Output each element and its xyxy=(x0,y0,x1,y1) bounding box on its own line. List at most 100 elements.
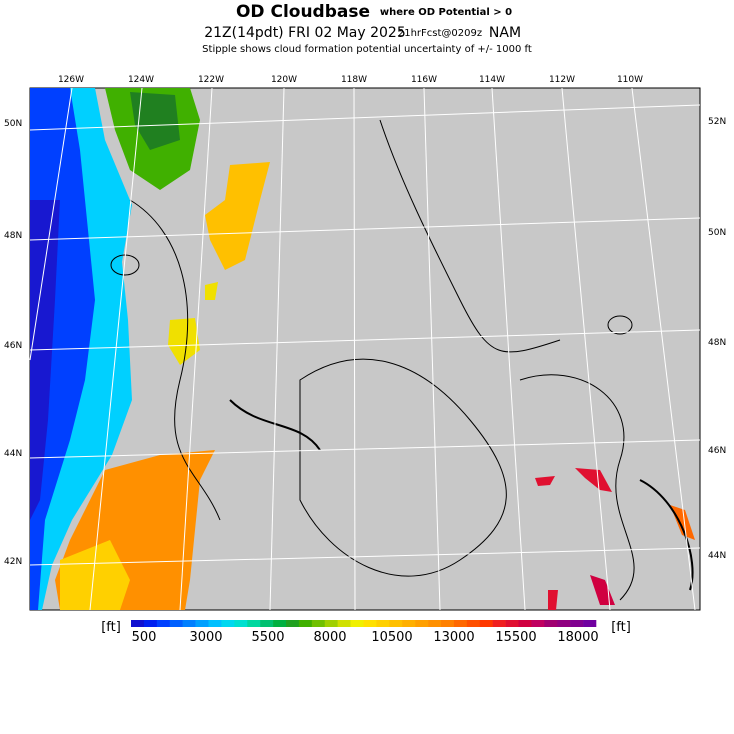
colorbar-unit: [ft] xyxy=(101,620,121,635)
contour xyxy=(639,479,694,591)
yellow-zone xyxy=(205,162,270,270)
colorbar-label: 15500 xyxy=(495,630,536,645)
yellow-spot xyxy=(168,318,200,365)
latitude-label: 42N xyxy=(4,557,22,567)
colorbar-swatch xyxy=(234,620,248,627)
colorbar-swatch xyxy=(298,620,313,627)
colorbar-unit: [ft] xyxy=(611,620,631,635)
colorbar-swatch xyxy=(492,620,506,627)
colorbar-swatch xyxy=(324,620,338,627)
model: NAM xyxy=(489,25,521,41)
colorbar-swatch xyxy=(557,620,571,627)
grid-line xyxy=(29,329,701,351)
grid-line xyxy=(561,87,611,611)
ocean-deep xyxy=(30,200,60,520)
title: OD Cloudbase xyxy=(236,2,370,22)
colorbar-label: 8000 xyxy=(313,630,346,645)
grid-line xyxy=(29,217,701,241)
grid-line xyxy=(631,87,696,611)
subtitle: Stipple shows cloud formation potential … xyxy=(202,44,532,55)
colorbar-swatch xyxy=(402,620,416,627)
colorbar-swatch xyxy=(441,620,455,627)
grid-line xyxy=(29,439,701,459)
colorbar-swatch xyxy=(363,620,377,627)
grid-line xyxy=(353,87,356,611)
contour xyxy=(607,315,633,335)
grid-line xyxy=(269,87,285,611)
colorbar-swatch xyxy=(143,620,158,627)
longitude-label: 116W xyxy=(411,75,437,85)
yellow-zone-south xyxy=(60,540,130,610)
contour xyxy=(299,358,507,577)
grid-line xyxy=(89,87,143,611)
colorbar-swatch xyxy=(570,620,584,627)
longitude-label: 120W xyxy=(271,75,297,85)
yellow-spot xyxy=(205,282,218,300)
colorbar-swatch xyxy=(182,620,196,627)
colorbar-swatch xyxy=(156,620,171,627)
valid-time: 21Z(14pdt) FRI 02 May 2025 xyxy=(204,25,406,41)
colorbar-swatch xyxy=(466,620,481,627)
colorbar-label: 5500 xyxy=(251,630,284,645)
colorbar-label: 3000 xyxy=(189,630,222,645)
colorbar-swatch xyxy=(453,620,468,627)
qualifier: where OD Potential > 0 xyxy=(380,7,512,18)
colorbar-label: 500 xyxy=(132,630,157,645)
longitude-label: 118W xyxy=(341,75,367,85)
colorbar-swatch xyxy=(195,620,209,627)
orange-spot xyxy=(670,505,695,540)
green-dark xyxy=(130,92,180,150)
grid-line xyxy=(29,87,73,361)
contours xyxy=(110,119,694,601)
grid-line xyxy=(423,87,441,611)
longitude-label: 110W xyxy=(617,75,643,85)
longitude-label: 114W xyxy=(479,75,505,85)
grid-line xyxy=(491,87,526,611)
contour xyxy=(229,399,321,451)
colorbar-label: 18000 xyxy=(557,630,598,645)
latitude-label: 44N xyxy=(4,449,22,459)
colorbar-swatch xyxy=(376,620,390,627)
forecast: 21hrFcst@0209z xyxy=(398,28,482,39)
colorbar-swatch xyxy=(415,620,429,627)
latitude-label: 50N xyxy=(708,228,726,238)
colorbar-swatch xyxy=(169,620,183,627)
longitude-label: 112W xyxy=(549,75,575,85)
red-spot xyxy=(535,476,555,486)
colorbar-swatch xyxy=(286,620,300,627)
longitude-label: 122W xyxy=(198,75,224,85)
colorbar-swatch xyxy=(273,620,287,627)
colorbar-swatch xyxy=(479,620,493,627)
colorbar-swatch xyxy=(311,620,326,627)
graticule xyxy=(29,87,701,611)
latitude-label: 48N xyxy=(708,338,726,348)
longitude-label: 126W xyxy=(58,75,84,85)
latitude-label: 50N xyxy=(4,119,22,129)
contour xyxy=(129,199,221,521)
red-spot xyxy=(548,590,558,610)
colorbar-label: 10500 xyxy=(371,630,412,645)
colorbar-swatch xyxy=(221,620,235,627)
colorbar-swatch xyxy=(260,620,274,627)
colorbar-swatch xyxy=(337,620,351,627)
latitude-label: 46N xyxy=(4,341,22,351)
contour xyxy=(379,119,561,353)
colorbar-swatch xyxy=(583,620,597,627)
colorbar-swatch xyxy=(544,620,558,627)
colorbar-swatch xyxy=(531,620,545,627)
latitude-label: 48N xyxy=(4,231,22,241)
map xyxy=(29,87,701,611)
latitude-label: 52N xyxy=(708,117,726,127)
contour xyxy=(519,374,635,601)
colorbar-swatch xyxy=(208,620,222,627)
colorbar-swatch xyxy=(505,620,519,627)
colorbar-swatch xyxy=(247,620,261,627)
grid-line xyxy=(29,104,701,131)
red-spot xyxy=(575,468,612,492)
colorbar-label: 13000 xyxy=(433,630,474,645)
map-labels: 126W 124W 122W 120W 118W 116W 114W 112W 110W 50N 4… xyxy=(4,75,726,567)
colorbar-swatch xyxy=(518,620,532,627)
colorbar-swatch xyxy=(131,620,145,627)
colorbar: [ft] [ft] 500 3000 5500 8000 10500 13000 15500 18… xyxy=(101,620,631,645)
